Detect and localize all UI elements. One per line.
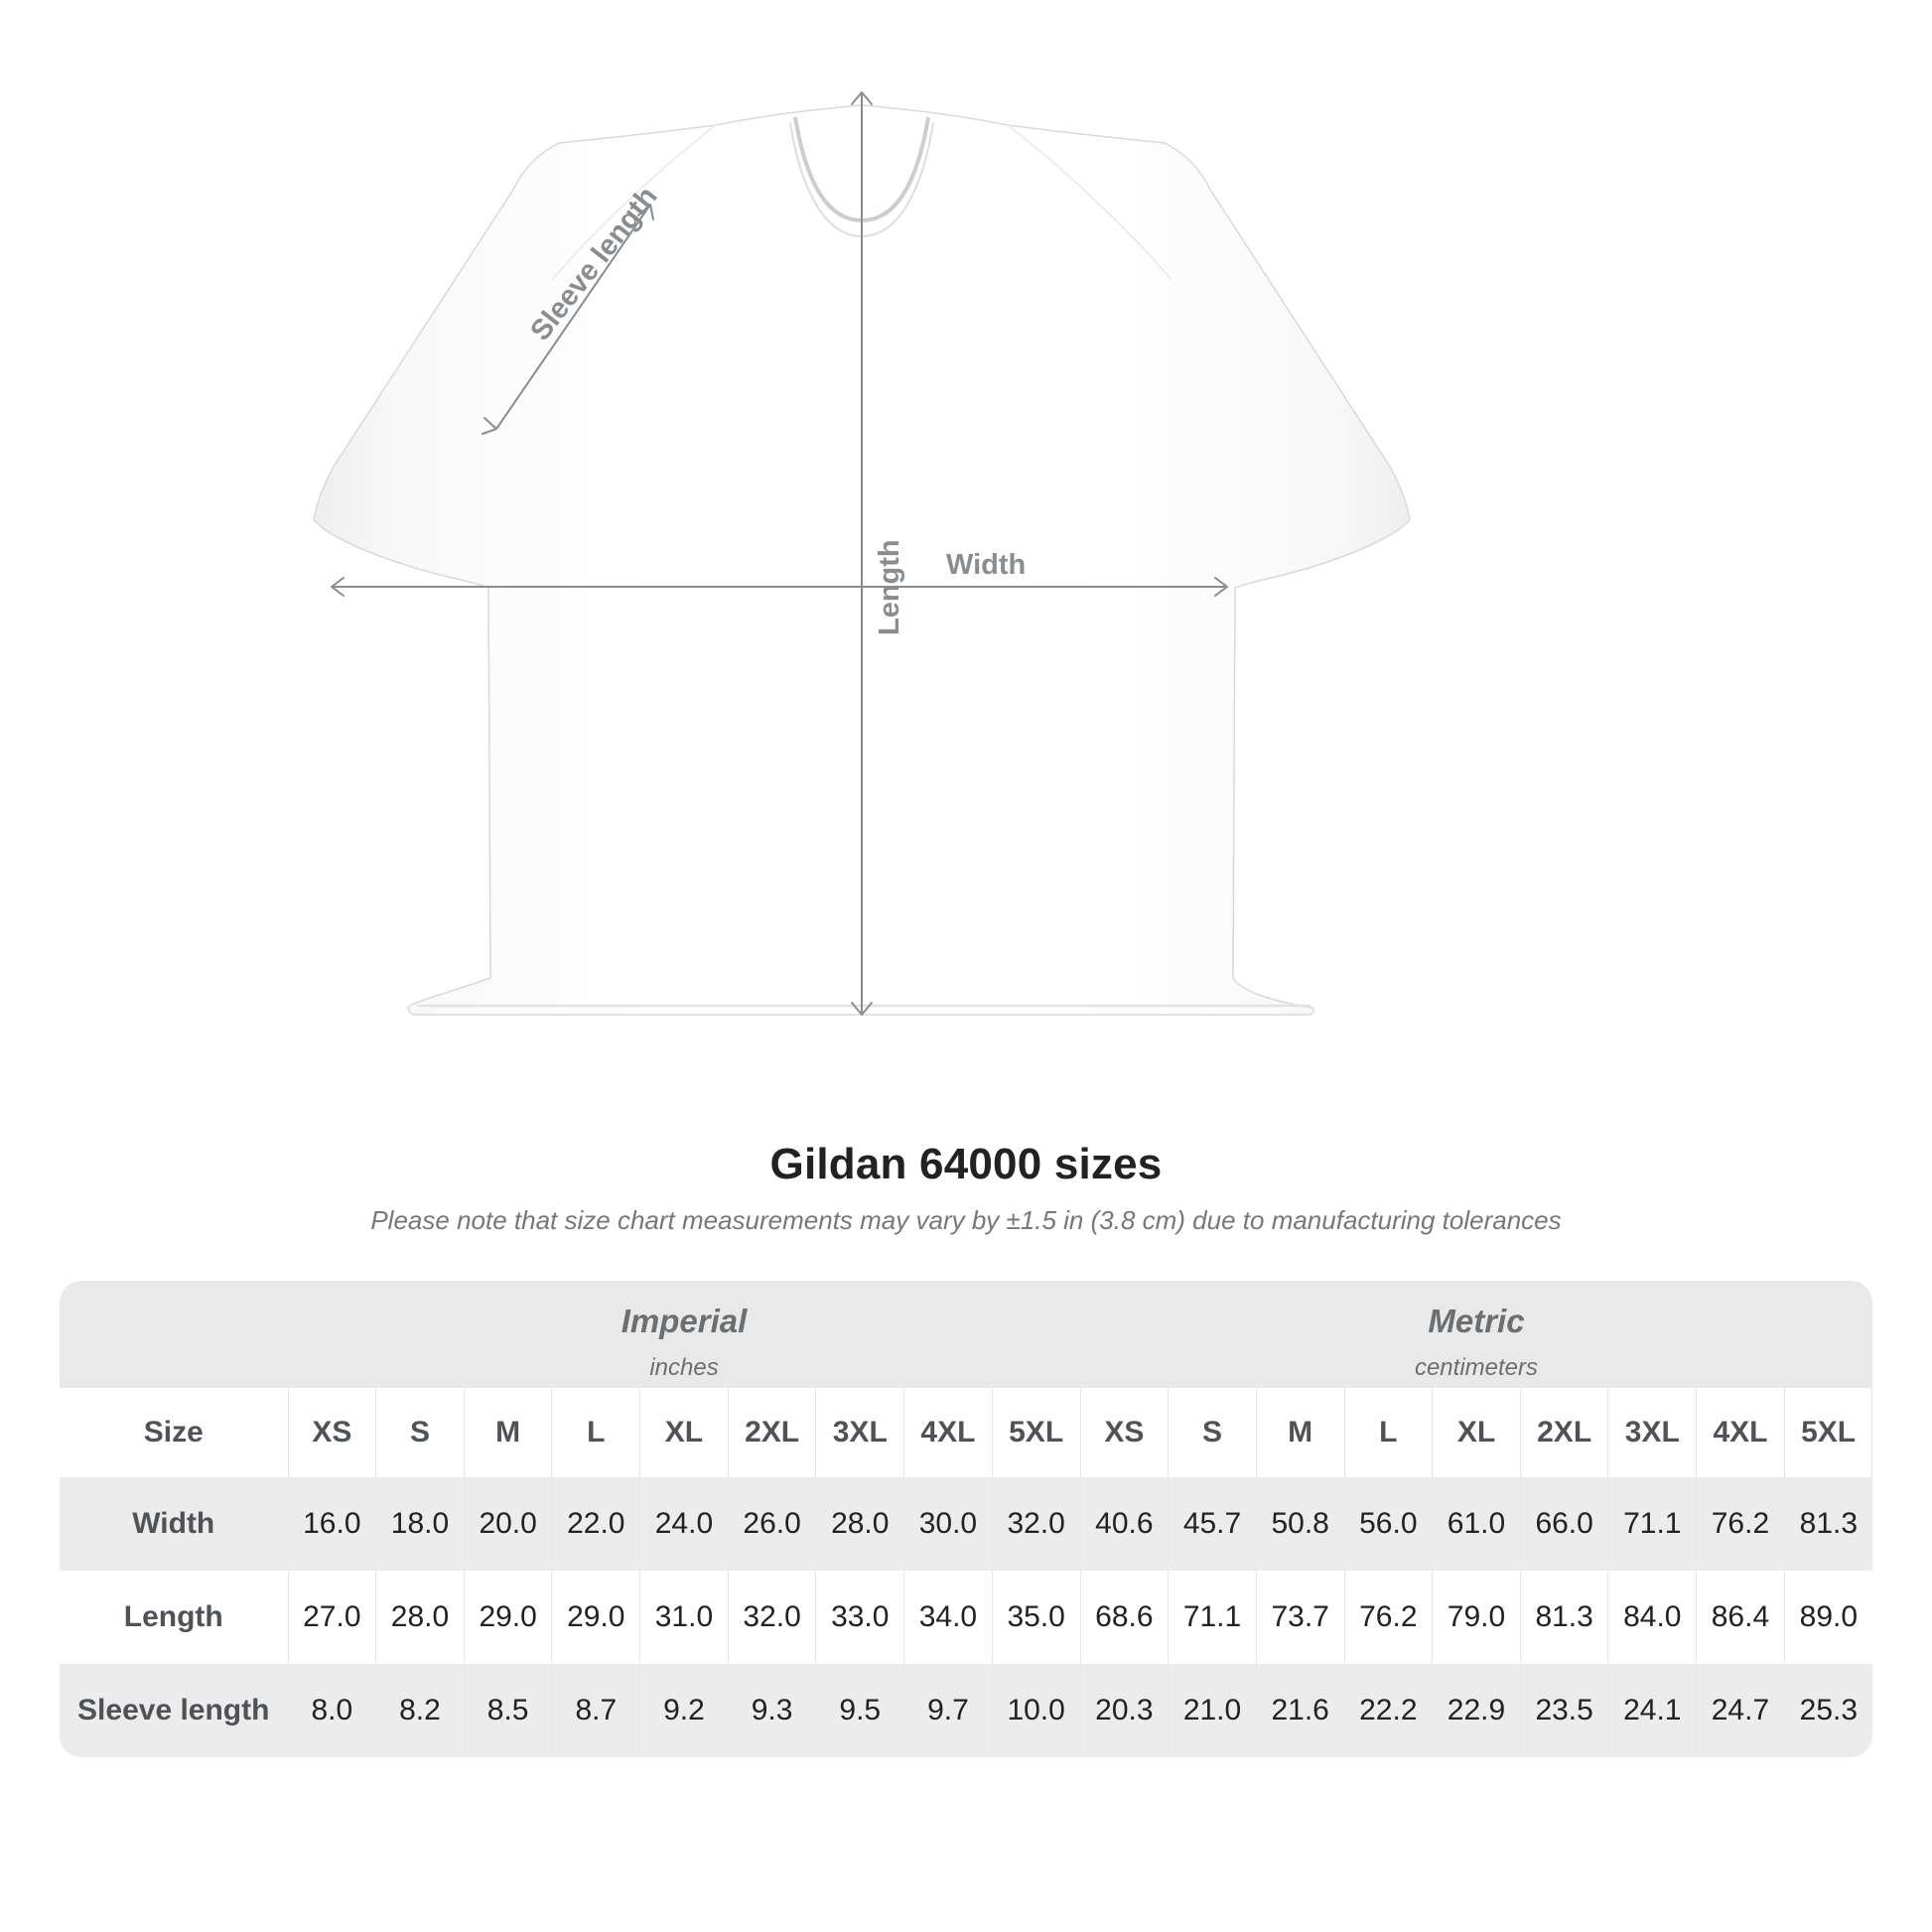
svg-text:Width: Width [946,549,1026,581]
svg-text:Length: Length [874,539,905,635]
